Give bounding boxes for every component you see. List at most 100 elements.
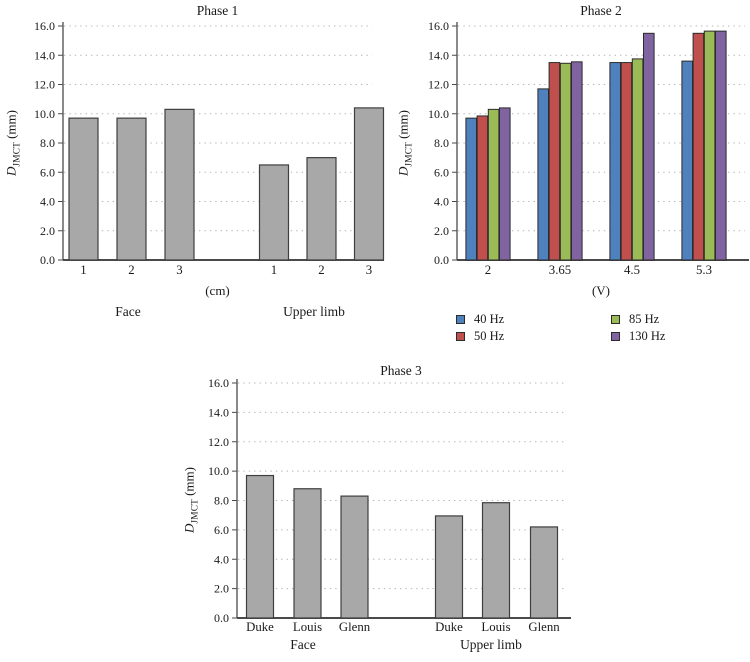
bar-50-hz (692, 32, 705, 261)
x-tick-label: Duke (246, 620, 274, 634)
legend-item-40hz: 40 Hz (456, 311, 504, 328)
y-tick-label: 6.0 (40, 165, 55, 179)
bar (481, 502, 511, 619)
chart-phase3: Phase 3 DJMCT(mm) 0.0 2.0 4.0 6.0 8.0 10.0 12.… (180, 360, 600, 662)
y-tick-label: 4.0 (214, 552, 229, 566)
legend-item-50hz: 50 Hz (456, 328, 504, 345)
bar (306, 157, 337, 261)
y-tick-label: 2.0 (434, 224, 449, 238)
chart-phase1: Phase 1 DJMCT(mm) 0.0 2.0 4.0 6.0 8.0 10.0 12.… (0, 0, 392, 330)
bar-130-hz (715, 30, 727, 261)
legend-label: 85 Hz (629, 312, 660, 326)
legend-item-130hz: 130 Hz (611, 328, 665, 345)
bar (529, 526, 559, 619)
y-tick-label: 10.0 (208, 464, 229, 478)
chart-title: Phase 3 (380, 363, 422, 378)
bar-50-hz (476, 115, 489, 261)
bar (258, 164, 290, 261)
y-tick-label: 6.0 (214, 523, 229, 537)
y-tick-label: 0.0 (40, 253, 55, 267)
y-tick-label: 8.0 (214, 494, 229, 508)
x-tick-label: Glenn (528, 620, 560, 634)
y-tick-label: 16.0 (208, 376, 229, 390)
plot-area-phase2: 0.0 2.0 4.0 6.0 8.0 10.0 12.0 14.0 16.0 2 3.65 4.5 5… (428, 19, 749, 277)
bar-50-hz (548, 62, 561, 261)
y-tick-label: 12.0 (208, 435, 229, 449)
bar-130-hz (643, 32, 655, 261)
legend-column-1: 40 Hz 50 Hz (456, 311, 504, 345)
bar (245, 474, 275, 619)
y-tick-label: 12.0 (428, 78, 449, 92)
plot-area-phase1: 0.0 2.0 4.0 6.0 8.0 10.0 12.0 14.0 16.0 1 2 3 1 2 3 (34, 19, 385, 277)
bar-130-hz (571, 61, 583, 261)
legend-label: 40 Hz (474, 312, 505, 326)
bar-130-hz (499, 107, 511, 261)
y-tick-label: 16.0 (428, 19, 449, 33)
x-tick-label: 2 (485, 263, 491, 277)
section-label-face: Face (115, 304, 141, 319)
y-tick-label: 2.0 (214, 582, 229, 596)
legend-swatch-40hz (456, 315, 465, 324)
y-tick-label: 14.0 (34, 48, 55, 62)
bar-40-hz (609, 62, 621, 261)
chart-phase2: Phase 2 DJMCT(mm) 0.0 2.0 4.0 6.0 8.0 10.0 12.… (392, 0, 750, 360)
y-tick-label: 8.0 (434, 136, 449, 150)
bar-50-hz (620, 62, 633, 261)
bar (434, 515, 464, 619)
x-tick-label: Louis (293, 620, 322, 634)
y-tick-label: 16.0 (34, 19, 55, 33)
legend-item-85hz: 85 Hz (611, 311, 665, 328)
bar (293, 488, 322, 619)
x-tick-label: 3 (176, 263, 182, 277)
y-tick-label: 0.0 (214, 611, 229, 625)
y-tick-label: 2.0 (40, 224, 55, 238)
y-tick-label: 14.0 (208, 405, 229, 419)
legend-column-2: 85 Hz 130 Hz (611, 311, 665, 345)
y-tick-label: 4.0 (434, 195, 449, 209)
x-axis-unit-label: (cm) (205, 283, 230, 298)
bar-40-hz (681, 60, 693, 261)
section-label-upper-limb: Upper limb (460, 637, 522, 652)
x-tick-label: 4.5 (624, 263, 640, 277)
chart-title: Phase 1 (196, 3, 239, 18)
section-label-upper-limb: Upper limb (283, 304, 345, 319)
x-tick-label: 5.3 (696, 263, 712, 277)
y-tick-label: 0.0 (434, 253, 449, 267)
x-tick-label: 2 (318, 263, 324, 277)
legend-label: 130 Hz (629, 329, 666, 343)
y-tick-label: 6.0 (434, 165, 449, 179)
y-tick-label: 10.0 (34, 107, 55, 121)
plot-area-phase3: 0.0 2.0 4.0 6.0 8.0 10.0 12.0 14.0 16.0 Duke Louis… (208, 376, 571, 634)
x-tick-label: 2 (128, 263, 134, 277)
y-tick-label: 12.0 (34, 78, 55, 92)
bar (353, 107, 385, 261)
y-tick-label: 14.0 (428, 48, 449, 62)
y-tick-label: 10.0 (428, 107, 449, 121)
x-tick-label: Glenn (339, 620, 371, 634)
y-tick-label: 4.0 (40, 195, 55, 209)
bar-40-hz (537, 88, 549, 261)
x-tick-label: 1 (271, 263, 277, 277)
bar-85-hz (631, 58, 644, 261)
legend-swatch-130hz (611, 332, 620, 341)
x-tick-label: 3 (366, 263, 372, 277)
legend-label: 50 Hz (474, 329, 505, 343)
bar-85-hz (703, 30, 716, 261)
legend-swatch-85hz (611, 315, 620, 324)
section-label-face: Face (290, 637, 316, 652)
x-axis-unit-label: (V) (591, 283, 611, 298)
bar-85-hz (559, 62, 572, 261)
bar-40-hz (465, 117, 478, 261)
x-tick-label: 1 (80, 263, 86, 277)
bar (68, 117, 99, 261)
bar (116, 117, 147, 261)
x-tick-label: Louis (481, 620, 510, 634)
x-tick-label: Duke (435, 620, 463, 634)
legend-swatch-50hz (456, 332, 465, 341)
bar (164, 108, 195, 261)
bar-85-hz (487, 108, 500, 261)
x-tick-label: 3.65 (549, 263, 571, 277)
y-tick-label: 8.0 (40, 136, 55, 150)
bar (340, 495, 369, 619)
